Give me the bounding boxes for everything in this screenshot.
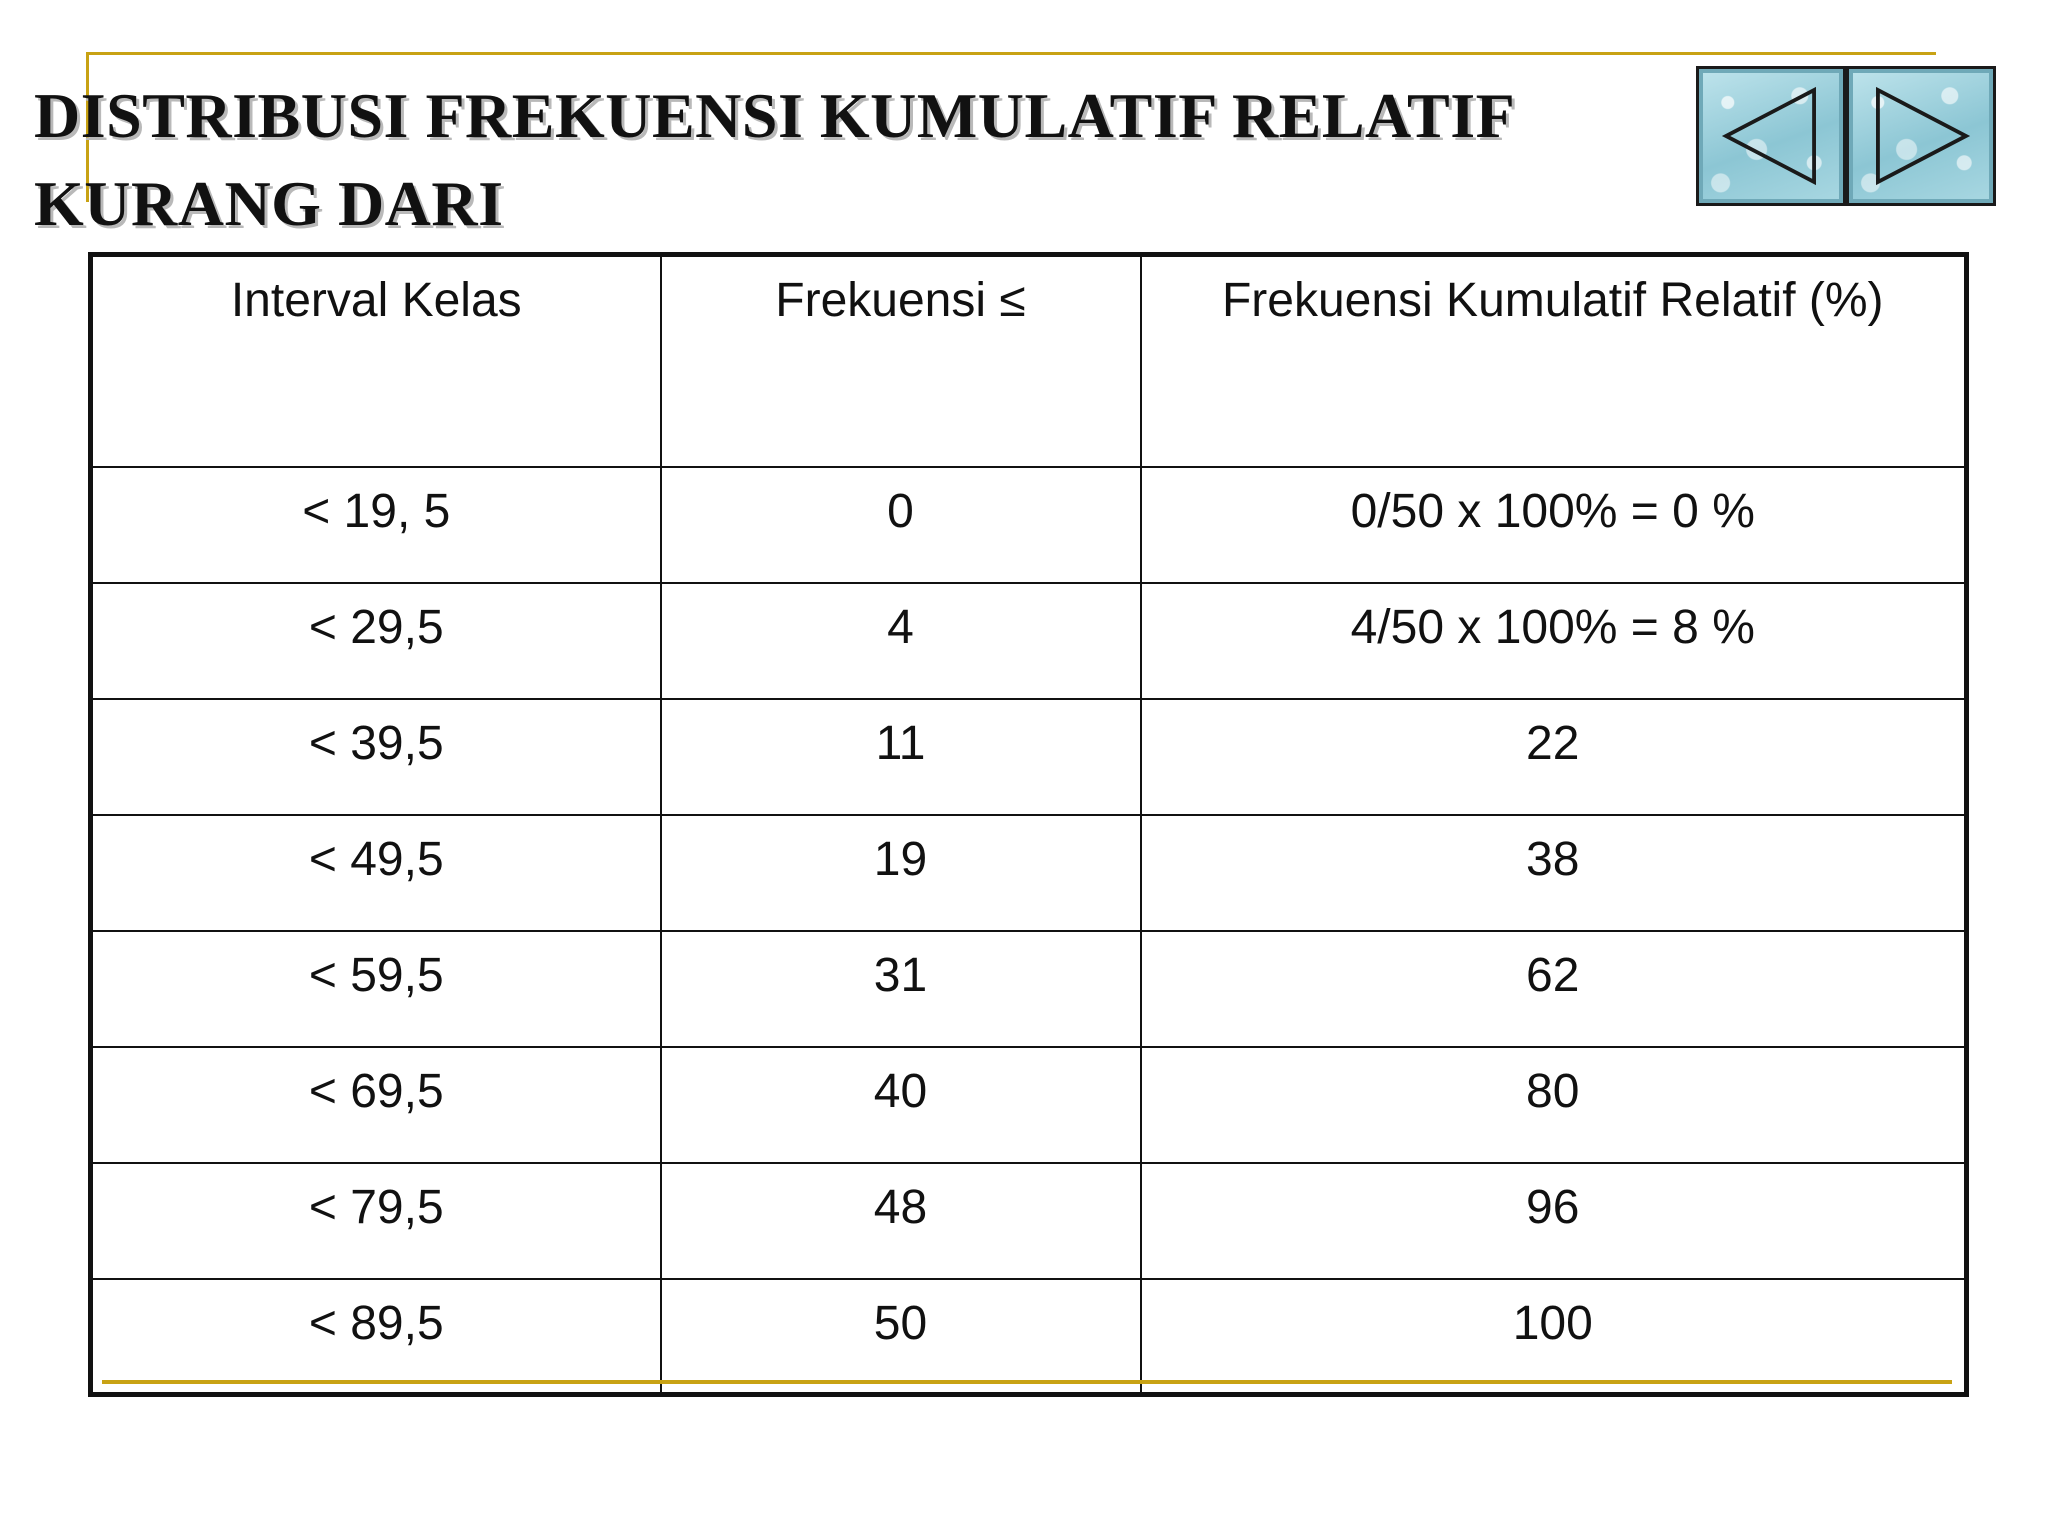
cell-frequency: 4 xyxy=(659,581,1142,700)
cell-interval: < 79,5 xyxy=(89,1161,662,1280)
table-row: < 19, 5 0 0/50 x 100% = 0 % xyxy=(89,465,1968,584)
triangle-right-icon xyxy=(1876,86,1971,186)
cell-frequency: 50 xyxy=(659,1277,1142,1396)
cell-relative-cumulative: 22 xyxy=(1139,697,1968,816)
slide-title: DISTRIBUSI FREKUENSI KUMULATIF RELATIF K… xyxy=(34,80,1513,239)
cell-interval: < 19, 5 xyxy=(89,465,662,584)
table-row: < 59,5 31 62 xyxy=(89,929,1968,1048)
top-accent-line xyxy=(86,52,1936,55)
cell-frequency: 31 xyxy=(659,929,1142,1048)
cell-relative-cumulative: 38 xyxy=(1139,813,1968,932)
table-row: < 39,5 11 22 xyxy=(89,697,1968,816)
table-row: < 49,5 19 38 xyxy=(89,813,1968,932)
cell-frequency: 0 xyxy=(659,465,1142,584)
table-row: < 89,5 50 100 xyxy=(89,1277,1968,1396)
cell-relative-cumulative: 4/50 x 100% = 8 % xyxy=(1139,581,1968,700)
cell-frequency: 19 xyxy=(659,813,1142,932)
table-row: < 69,5 40 80 xyxy=(89,1045,1968,1164)
bottom-accent-line xyxy=(102,1380,1952,1384)
cell-interval: < 29,5 xyxy=(89,581,662,700)
next-slide-button[interactable] xyxy=(1846,66,1996,206)
cell-interval: < 59,5 xyxy=(89,929,662,1048)
cell-interval: < 69,5 xyxy=(89,1045,662,1164)
cell-relative-cumulative: 62 xyxy=(1139,929,1968,1048)
header-interval-kelas: Interval Kelas xyxy=(89,253,662,468)
header-frekuensi: Frekuensi ≤ xyxy=(659,253,1142,468)
table-row: < 29,5 4 4/50 x 100% = 8 % xyxy=(89,581,1968,700)
table-header-row: Interval Kelas Frekuensi ≤ Frekuensi Kum… xyxy=(89,253,1968,468)
cell-interval: < 49,5 xyxy=(89,813,662,932)
cell-relative-cumulative: 0/50 x 100% = 0 % xyxy=(1139,465,1968,584)
cell-relative-cumulative: 80 xyxy=(1139,1045,1968,1164)
cell-interval: < 89,5 xyxy=(89,1277,662,1396)
header-frekuensi-kumulatif-relatif: Frekuensi Kumulatif Relatif (%) xyxy=(1139,253,1968,468)
left-accent-line xyxy=(86,52,89,202)
cell-frequency: 40 xyxy=(659,1045,1142,1164)
cell-interval: < 39,5 xyxy=(89,697,662,816)
cell-relative-cumulative: 100 xyxy=(1139,1277,1968,1396)
table-row: < 79,5 48 96 xyxy=(89,1161,1968,1280)
previous-slide-button[interactable] xyxy=(1696,66,1846,206)
cell-relative-cumulative: 96 xyxy=(1139,1161,1968,1280)
frequency-table: Interval Kelas Frekuensi ≤ Frekuensi Kum… xyxy=(88,252,1969,1397)
triangle-left-icon xyxy=(1721,86,1816,186)
cell-frequency: 48 xyxy=(659,1161,1142,1280)
cell-frequency: 11 xyxy=(659,697,1142,816)
